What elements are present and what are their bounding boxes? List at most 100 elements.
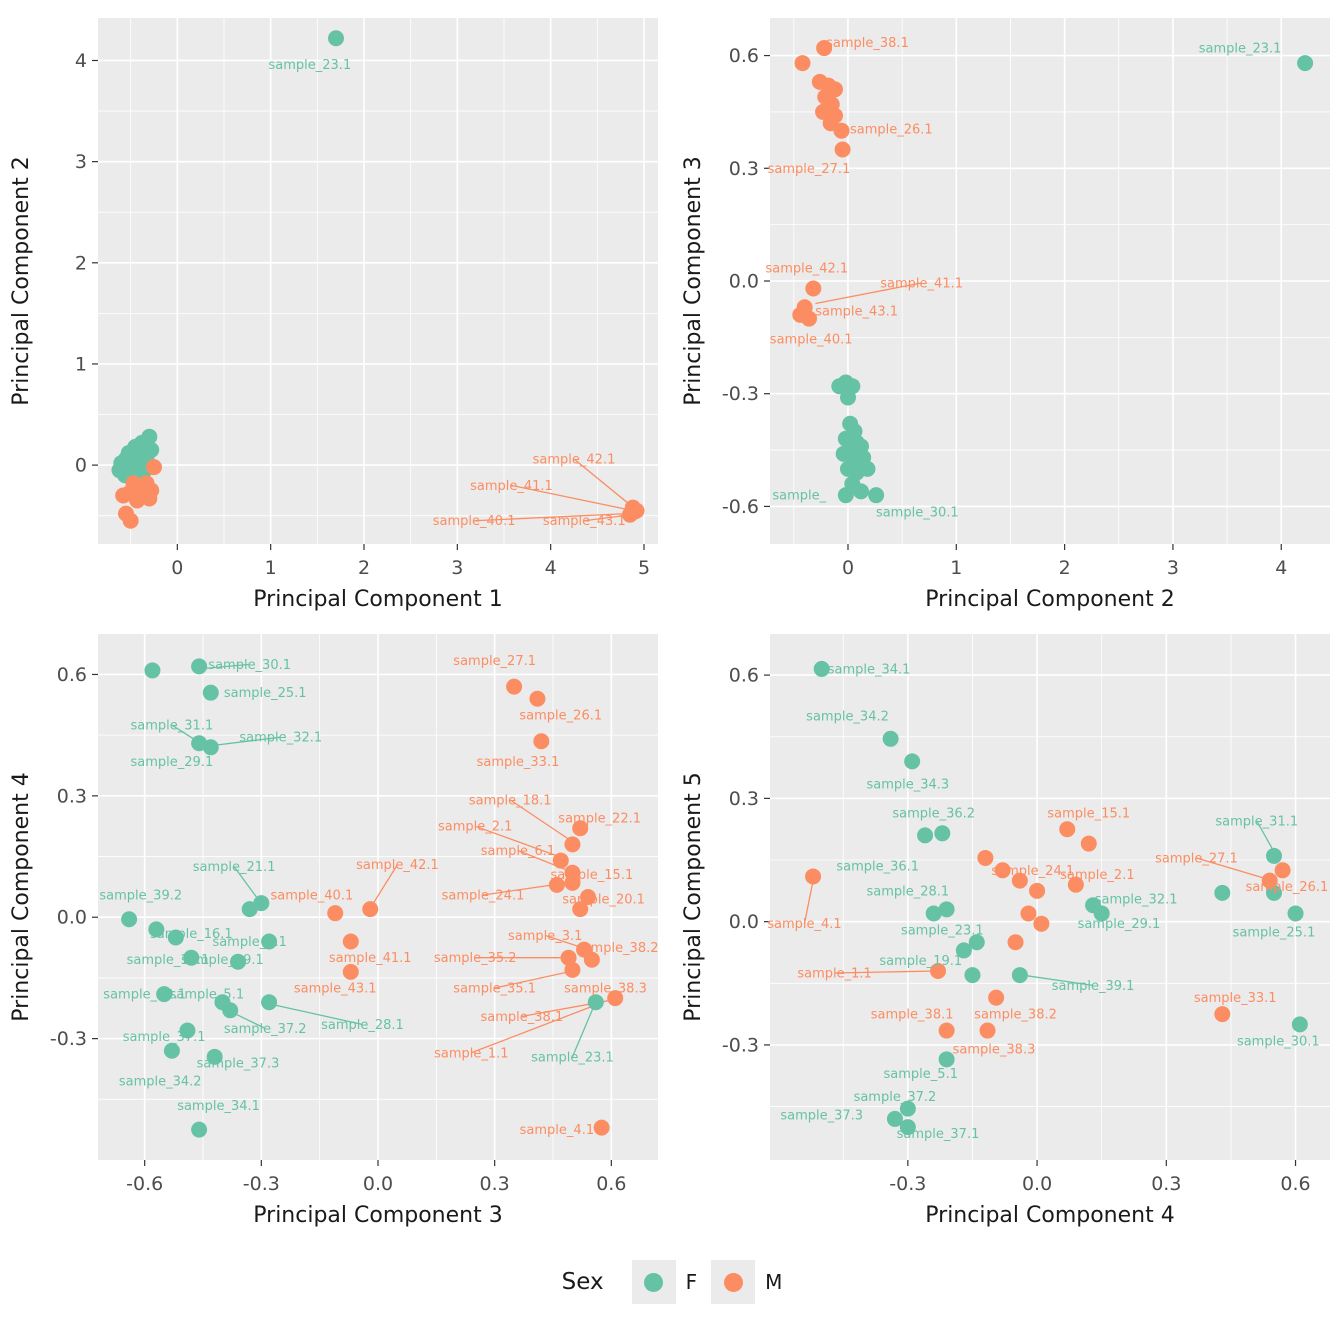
point-label: sample_37.2 [224, 1022, 307, 1037]
point-label: sample_35.2 [434, 951, 517, 966]
data-point [564, 836, 581, 853]
data-point [122, 512, 139, 529]
data-point [839, 389, 856, 406]
data-point [529, 690, 546, 707]
chart-pc2-vs-pc3: 0 1 2 3 4 -0.6 -0.3 0.0 0.3 0.6 sample_38.1 sample_… [676, 6, 1340, 622]
data-point [938, 901, 955, 918]
y-tick-label: 0.6 [57, 664, 87, 686]
data-point [1266, 847, 1282, 864]
point-label: sample_41.1 [880, 276, 963, 291]
x-axis-title: Principal Component 3 [253, 1203, 502, 1228]
point-label: sample_23.1 [1199, 42, 1282, 57]
data-point [261, 994, 278, 1011]
point-label: sample_40.1 [770, 333, 853, 348]
data-point [580, 889, 596, 905]
x-tick-label: 0.6 [1280, 1173, 1310, 1195]
scatter-plot-pc3-vs-pc4: -0.6 -0.3 0.0 0.3 0.6 -0.3 0.0 0.3 0.6 sample_30.… [9, 634, 659, 1228]
label-connector-line [233, 866, 260, 902]
data-point [899, 1100, 916, 1117]
point-label: sample_17.1 [127, 953, 210, 968]
data-point [146, 459, 162, 476]
data-point [115, 487, 132, 504]
data-point [805, 280, 822, 297]
data-point [834, 141, 851, 158]
x-tick-label: -0.3 [243, 1173, 280, 1195]
point-label: sample_23.1 [269, 58, 352, 73]
data-point [362, 901, 379, 918]
point-label: sample_42.1 [533, 453, 616, 468]
data-point [560, 949, 577, 966]
point-label: sample_38.2 [576, 941, 659, 956]
data-point [552, 852, 569, 869]
y-tick-label: 0.0 [729, 271, 759, 293]
data-point [583, 951, 600, 968]
point-label: sample_38.2 [974, 1008, 1057, 1023]
data-point [327, 905, 344, 922]
x-tick-label: -0.3 [889, 1173, 926, 1195]
x-tick-label: 4 [545, 557, 557, 579]
legend-entry-f: F [631, 1260, 698, 1304]
point-label: sample_39.1 [103, 988, 186, 1003]
data-point [938, 1051, 955, 1068]
point-label: sample_37.3 [197, 1056, 280, 1071]
point-label: sample_3.1 [508, 929, 582, 944]
data-point [1274, 862, 1291, 879]
data-point [593, 1119, 610, 1136]
point-label: sample_38.1 [826, 36, 909, 51]
data-point [938, 1022, 955, 1039]
data-point [144, 662, 161, 679]
x-tick-label: 0.6 [596, 1173, 626, 1195]
y-tick-label: 4 [75, 50, 87, 72]
data-point [230, 953, 246, 970]
point-label: sample_43.1 [815, 305, 898, 320]
point-label: sample_32.1 [1095, 893, 1178, 908]
point-label: sample_34.2 [806, 710, 889, 725]
data-point [955, 942, 972, 959]
point-label: sample_6.1 [481, 844, 555, 859]
data-point [934, 825, 951, 842]
point-label: sample_1.1 [797, 967, 871, 982]
data-point [813, 660, 830, 677]
legend-label-f: F [685, 1270, 698, 1294]
data-point [886, 1110, 903, 1127]
point-label: sample_34.3 [866, 777, 949, 792]
data-point [132, 482, 148, 499]
label-connector-line [494, 971, 569, 989]
data-point [1020, 905, 1037, 922]
y-tick-label: 0.0 [57, 907, 87, 929]
x-tick-label: -0.6 [126, 1173, 163, 1195]
data-point [564, 961, 581, 978]
data-point [206, 1048, 223, 1065]
y-tick-label: 0.0 [729, 911, 759, 933]
point-label: sample_30.1 [876, 506, 959, 521]
point-label: sample_37.1 [123, 1030, 206, 1045]
point-label: sample_15.1 [1047, 806, 1130, 821]
panel-background [770, 634, 1330, 1160]
data-point [1297, 55, 1314, 72]
data-point [977, 849, 994, 866]
data-point [1067, 876, 1084, 893]
data-point [179, 1022, 196, 1039]
data-point [1214, 1006, 1231, 1023]
data-point [899, 1119, 916, 1136]
y-tick-label: 3 [75, 151, 87, 173]
point-label: sample_23.1 [901, 923, 984, 938]
point-label: sample_18.1 [469, 793, 552, 808]
label-connector-line [511, 484, 629, 511]
x-tick-label: 3 [1167, 557, 1179, 579]
legend-entry-m: M [711, 1260, 782, 1304]
data-point [882, 730, 899, 747]
data-point [904, 753, 921, 770]
y-tick-label: -0.3 [722, 383, 759, 405]
point-label: sample_27.1 [1155, 851, 1238, 866]
data-point [816, 40, 833, 57]
data-point [148, 921, 165, 938]
data-point [1011, 967, 1028, 984]
point-label: sample_26.1 [850, 122, 933, 137]
point-label: sample_37.2 [854, 1090, 937, 1105]
point-label: sample_38.3 [564, 982, 647, 997]
data-point [964, 967, 981, 984]
point-label: sample_35.1 [453, 982, 536, 997]
label-connector-line [214, 736, 281, 746]
label-connector-line [1196, 857, 1266, 880]
